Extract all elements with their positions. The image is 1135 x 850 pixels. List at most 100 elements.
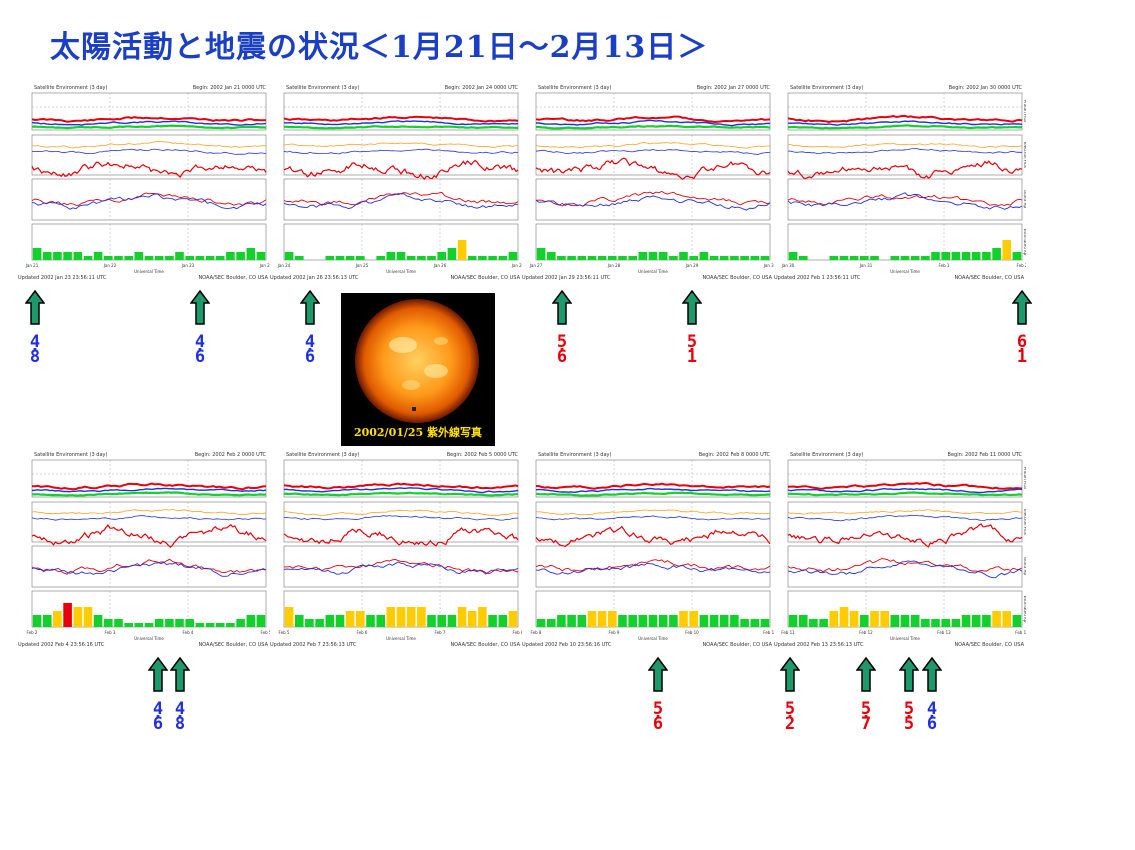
day-label: Jan 23 — [181, 263, 195, 268]
plot-frame — [31, 545, 267, 588]
day-label: Jan 30 — [763, 263, 774, 268]
proton-series-green — [31, 491, 267, 497]
kp-bar — [788, 252, 798, 260]
magnitude-integer: 5 — [784, 699, 796, 719]
magnitude-decimal: 6 — [194, 347, 206, 367]
up-arrow-icon — [899, 657, 919, 692]
electron-series-orange — [31, 509, 267, 516]
magnitude-point: . — [860, 703, 872, 723]
plot-frame — [535, 501, 771, 543]
x-axis-label: Universal Time — [134, 636, 164, 641]
kp-bar — [760, 619, 770, 627]
kp-bar — [587, 256, 597, 260]
kp-bar — [799, 615, 808, 627]
magnitude-point: . — [152, 703, 164, 723]
day-label: Feb 6 — [357, 630, 368, 635]
plot-frame — [535, 134, 771, 176]
kp-bar — [205, 623, 215, 627]
hp-series-blue — [31, 561, 267, 577]
earthquake-magnitude: 4.6 — [925, 701, 939, 733]
kp-bar — [215, 256, 225, 260]
hp-series-blue — [535, 195, 771, 211]
kp-bar — [32, 248, 42, 260]
kp-bar — [417, 607, 426, 627]
kp-bar — [144, 256, 154, 260]
proton-series-blue — [283, 120, 519, 126]
kp-bar — [709, 615, 719, 627]
kp-bar — [860, 615, 869, 627]
panel-footer-left: Updated 2002 Feb 10 23:56:16 UTC — [522, 642, 612, 648]
day-label: Feb 13 — [937, 630, 951, 635]
plot-frame — [787, 545, 1023, 588]
day-label: Feb 4 — [183, 630, 194, 635]
kp-bar — [740, 619, 749, 627]
plot-frame — [283, 459, 519, 498]
plot-frame — [283, 178, 519, 221]
kp-bar — [740, 256, 749, 260]
plot-frame — [31, 92, 267, 131]
plot-frame — [283, 501, 519, 543]
hp-series-blue — [787, 192, 1023, 210]
kp-bar — [386, 252, 396, 260]
kp-bar — [104, 256, 113, 260]
kp-bar — [124, 623, 133, 627]
proton-series-red — [31, 482, 267, 491]
kp-bar — [608, 611, 617, 627]
kp-bar — [971, 252, 981, 260]
electron-series-orange — [787, 143, 1023, 149]
panel-header-left: Satellite Environment (3 day) — [286, 452, 360, 458]
plot-frame — [787, 501, 1023, 543]
kp-bar — [870, 611, 879, 627]
magnitude-integer: 4 — [152, 699, 164, 719]
kp-bar — [356, 611, 365, 627]
up-arrow-icon — [170, 657, 190, 692]
panel-footer-right: NOAA/SEC Boulder, CO USA — [450, 642, 520, 648]
side-label: Proton Flux — [1023, 467, 1026, 490]
up-arrow-icon — [682, 290, 702, 325]
kp-bar — [498, 615, 508, 627]
kp-bar — [467, 611, 477, 627]
kp-bar — [658, 252, 668, 260]
panel-footer-right: NOAA/SEC Boulder, CO USA — [198, 642, 268, 648]
electron-series-blue — [283, 515, 518, 521]
earthquake-magnitude: 5.6 — [651, 701, 665, 733]
proton-series-red — [283, 482, 519, 490]
kp-bar — [236, 252, 245, 260]
kp-bar — [104, 619, 113, 627]
kp-bar — [195, 256, 205, 260]
kp-bar — [508, 611, 518, 627]
kp-bar — [951, 619, 961, 627]
kp-bar — [315, 619, 324, 627]
kp-bar — [638, 615, 648, 627]
magnitude-decimal: 8 — [174, 714, 186, 734]
kp-bar — [325, 615, 335, 627]
kp-bar — [557, 256, 566, 260]
plot-frame — [787, 92, 1023, 131]
earthquake-magnitude: 5.1 — [685, 334, 699, 366]
page-title: 太陽活動と地震の状況＜1月21日～2月13日＞ — [50, 30, 709, 65]
day-label: Jan 24 — [277, 263, 291, 268]
magnitude-integer: 4 — [29, 332, 41, 352]
electron-series-orange — [283, 509, 519, 517]
kp-bar — [165, 256, 174, 260]
day-label: Jan 31 — [859, 263, 873, 268]
chart-panel: Satellite Environment (3 day) Begin: 2002… — [522, 452, 774, 648]
magnitude-point: . — [174, 703, 186, 723]
earthquake-magnitude: 4.8 — [173, 701, 187, 733]
panel-plot: Feb 5 Feb 6 Feb 7 Feb 8 Universal Time — [279, 459, 522, 641]
electron-series-blue — [31, 148, 267, 155]
kp-bar — [628, 256, 637, 260]
kp-bar — [508, 252, 518, 260]
panel-header-right: Begin: 2002 Feb 8 0000 UTC — [698, 452, 770, 458]
kp-bar — [154, 256, 164, 260]
x-axis-label: Universal Time — [638, 269, 668, 274]
chart-panel: Satellite Environment (3 day) Begin: 2002… — [270, 85, 522, 281]
kp-bar — [730, 615, 739, 627]
kp-bar — [447, 615, 457, 627]
magnitude-integer: 5 — [652, 699, 664, 719]
kp-bar — [1002, 611, 1012, 627]
kp-bar — [345, 256, 355, 260]
kp-bar — [437, 615, 446, 627]
day-label: Feb 9 — [609, 630, 620, 635]
kp-bar — [396, 607, 406, 627]
